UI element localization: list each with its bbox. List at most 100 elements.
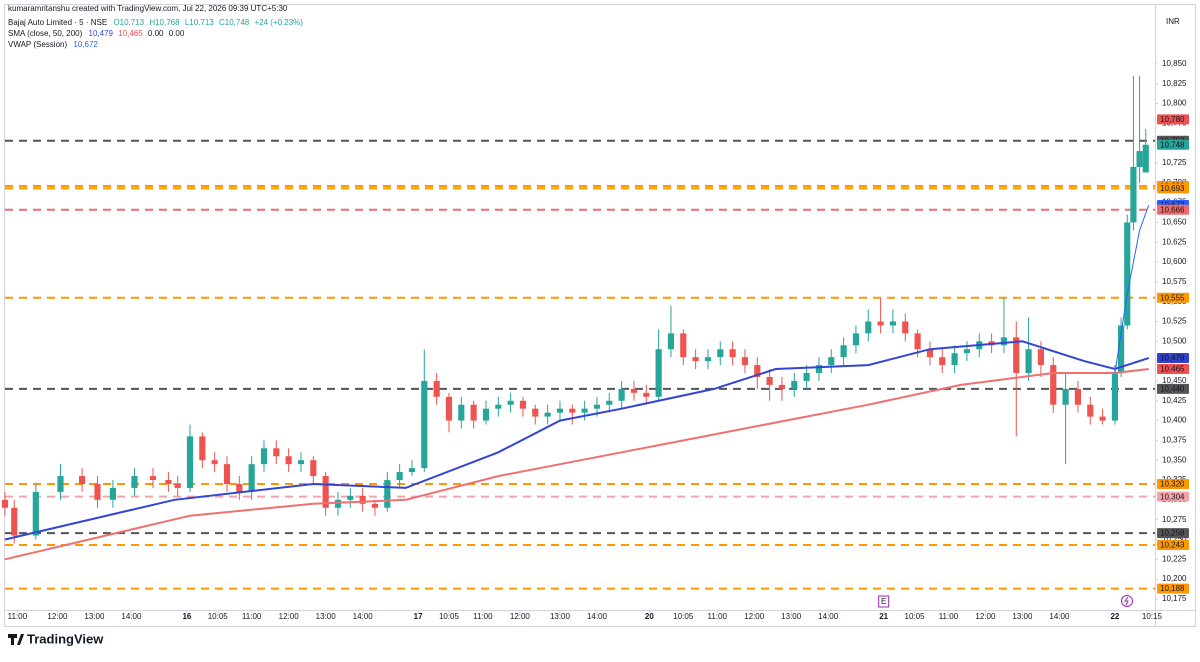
plot (1, 75, 1155, 590)
y-tick-label: 10,650 (1162, 218, 1187, 227)
candle-body (1142, 144, 1149, 173)
x-tick-label: 12:00 (510, 612, 531, 621)
sma-value: 0.00 (169, 29, 185, 38)
candle-body (754, 365, 761, 377)
candle-body (717, 349, 724, 358)
candle-body (109, 487, 116, 500)
candle-body (630, 388, 638, 393)
x-tick-label: 14:00 (353, 612, 374, 621)
x-tick-label: 12:00 (975, 612, 996, 621)
brand-logo: TradingView (8, 631, 104, 646)
price-tag (1157, 292, 1189, 303)
price-tag-label: 10,666 (1160, 205, 1185, 214)
ohlc: L10,713 (185, 18, 214, 27)
price-tag (1157, 352, 1189, 363)
x-tick-label: 11:00 (473, 612, 493, 621)
price-tag (1157, 114, 1189, 125)
candle-body (322, 476, 329, 508)
price-tag (1157, 364, 1189, 375)
candle-body (803, 373, 810, 381)
candle-body (165, 480, 172, 484)
candle-body (236, 483, 243, 492)
price-tag-label: 10,555 (1160, 293, 1185, 302)
x-tick-label: 10:05 (439, 612, 460, 621)
x-tick-label: 11:00 (939, 612, 959, 621)
candle-body (11, 507, 18, 536)
price-tag-label: 10,304 (1160, 492, 1185, 501)
candle-body (1124, 222, 1131, 326)
symbol-title: Bajaj Auto Limited · 5 · NSE (8, 18, 107, 27)
x-tick-label: 14:00 (818, 612, 839, 621)
candle-body (211, 460, 218, 465)
candle-body (815, 365, 823, 374)
y-tick-label: 10,200 (1162, 574, 1187, 583)
x-tick-label: 13:00 (316, 612, 337, 621)
price-tag-label: 10,479 (1160, 354, 1185, 363)
ohlc-change: +24 (+0.23%) (254, 18, 303, 27)
x-tick-label: 11:00 (242, 612, 262, 621)
x-tick-label: 12:00 (47, 612, 68, 621)
candle-body (519, 400, 527, 409)
y-tick-label: 10,850 (1162, 59, 1187, 68)
candle-body (433, 380, 440, 397)
candle-body (939, 357, 946, 366)
candle-body (285, 456, 292, 465)
y-tick-label: 10,225 (1162, 554, 1187, 563)
candle-body (828, 357, 835, 366)
credit: kumaramritanshu created with TradingView… (8, 4, 288, 13)
y-tick-label: 10,175 (1162, 594, 1187, 603)
candle-body (384, 480, 391, 508)
y-tick-label: 10,250 (1162, 535, 1187, 544)
candle-body (741, 357, 749, 366)
candle-body (458, 404, 465, 421)
candle-body (1000, 337, 1008, 346)
candle-body (1136, 151, 1143, 167)
price-tag-label: 10,243 (1160, 541, 1185, 550)
price-tag (1157, 540, 1189, 551)
candle-body (507, 400, 514, 405)
candle-body (951, 353, 958, 366)
legend-row: SMA (close, 50, 200) 10,479 10,465 0.00 … (8, 29, 185, 38)
candle-body (778, 384, 786, 389)
y-tick-label: 10,600 (1162, 257, 1187, 266)
x-tick-label: 11:00 (707, 612, 727, 621)
candle-body (1050, 365, 1057, 405)
candle-body (347, 495, 354, 500)
candle-body (371, 503, 379, 508)
candle-body (32, 491, 39, 536)
price-tag-label: 10,748 (1160, 140, 1185, 149)
y-tick-label: 10,275 (1162, 515, 1187, 524)
candle-body (174, 483, 181, 488)
ohlc: C10,748 (219, 18, 250, 27)
price-tag-label: 10,693 (1160, 184, 1185, 193)
x-tick-label: 17 (414, 612, 423, 621)
y-tick-label: 10,425 (1162, 396, 1187, 405)
candle-body (1013, 337, 1020, 374)
x-tick-label: 12:00 (744, 612, 765, 621)
x-tick-label: 13:00 (781, 612, 802, 621)
price-tag-label: 10,465 (1160, 365, 1185, 374)
candle-body (248, 464, 255, 492)
candle-body (1074, 388, 1082, 405)
candle-body (581, 408, 588, 413)
vwap-name: VWAP (Session) (8, 40, 67, 49)
price-tag (1157, 491, 1189, 502)
candle-body (902, 321, 909, 334)
candle-body (1118, 325, 1125, 374)
x-tick-label: 14:00 (587, 612, 608, 621)
x-tick-label: 13:00 (1012, 612, 1033, 621)
candle-body (1099, 416, 1106, 421)
sma-name: SMA (close, 50, 200) (8, 29, 83, 38)
x-tick-label: 10:05 (905, 612, 926, 621)
logo-mark (8, 634, 24, 645)
candle-body (667, 333, 675, 350)
indicator-line (4, 340, 1150, 541)
candle-body (889, 321, 897, 326)
candle-body (1111, 373, 1119, 421)
candle-body (94, 483, 101, 500)
candle-body (877, 321, 884, 326)
candle-body (569, 408, 576, 413)
brand: TradingView (27, 631, 104, 646)
